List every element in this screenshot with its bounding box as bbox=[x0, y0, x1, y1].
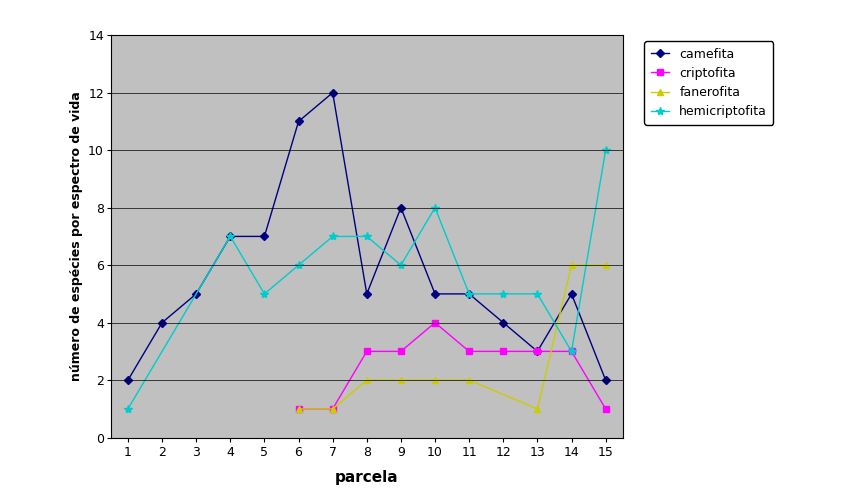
criptofita bbox=[327, 406, 337, 412]
hemicriptofita bbox=[361, 233, 371, 239]
camefita bbox=[157, 319, 167, 325]
hemicriptofita bbox=[566, 349, 576, 355]
hemicriptofita bbox=[600, 147, 610, 153]
criptofita bbox=[463, 349, 474, 355]
camefita bbox=[463, 291, 474, 297]
fanerofita bbox=[429, 377, 440, 383]
fanerofita bbox=[463, 377, 474, 383]
camefita bbox=[361, 291, 371, 297]
camefita bbox=[327, 90, 337, 96]
camefita bbox=[429, 291, 440, 297]
camefita bbox=[498, 319, 508, 325]
Line: criptofita: criptofita bbox=[296, 320, 607, 411]
fanerofita bbox=[395, 377, 406, 383]
fanerofita bbox=[293, 406, 303, 412]
hemicriptofita bbox=[395, 262, 406, 268]
criptofita bbox=[361, 349, 371, 355]
hemicriptofita bbox=[293, 262, 303, 268]
camefita bbox=[259, 233, 269, 239]
Line: hemicriptofita: hemicriptofita bbox=[124, 146, 609, 413]
criptofita bbox=[429, 319, 440, 325]
hemicriptofita bbox=[429, 205, 440, 211]
fanerofita bbox=[532, 406, 542, 412]
X-axis label: parcela: parcela bbox=[335, 470, 398, 485]
camefita bbox=[225, 233, 235, 239]
hemicriptofita bbox=[463, 291, 474, 297]
camefita bbox=[293, 118, 303, 124]
camefita bbox=[191, 291, 201, 297]
Y-axis label: número de espécies por espectro de vida: número de espécies por espectro de vida bbox=[69, 92, 83, 381]
camefita bbox=[395, 205, 406, 211]
hemicriptofita bbox=[532, 291, 542, 297]
fanerofita bbox=[600, 262, 610, 268]
fanerofita bbox=[327, 406, 337, 412]
criptofita bbox=[498, 349, 508, 355]
hemicriptofita bbox=[327, 233, 337, 239]
criptofita bbox=[532, 349, 542, 355]
criptofita bbox=[293, 406, 303, 412]
Line: camefita: camefita bbox=[125, 90, 607, 383]
hemicriptofita bbox=[225, 233, 235, 239]
hemicriptofita bbox=[498, 291, 508, 297]
camefita bbox=[600, 377, 610, 383]
criptofita bbox=[566, 349, 576, 355]
camefita bbox=[532, 349, 542, 355]
fanerofita bbox=[361, 377, 371, 383]
camefita bbox=[566, 291, 576, 297]
hemicriptofita bbox=[123, 406, 133, 412]
Line: fanerofita: fanerofita bbox=[296, 263, 607, 411]
fanerofita bbox=[566, 262, 576, 268]
criptofita bbox=[600, 406, 610, 412]
hemicriptofita bbox=[259, 291, 269, 297]
camefita bbox=[123, 377, 133, 383]
Legend: camefita, criptofita, fanerofita, hemicriptofita: camefita, criptofita, fanerofita, hemicr… bbox=[643, 41, 773, 125]
criptofita bbox=[395, 349, 406, 355]
